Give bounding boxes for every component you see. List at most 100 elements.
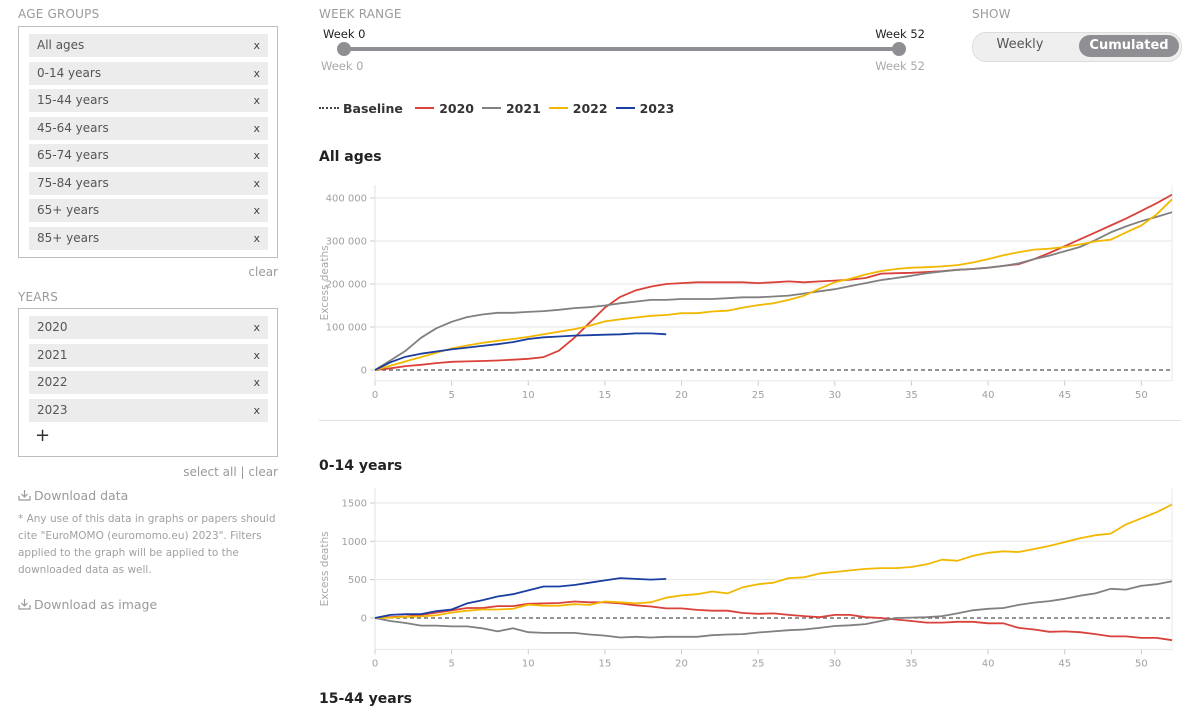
add-year-button[interactable]: +	[35, 425, 51, 446]
remove-icon[interactable]: x	[253, 66, 260, 80]
x-tick-label: 15	[599, 390, 612, 400]
legend-label: 2022	[572, 101, 608, 116]
legend-label: 2020	[439, 101, 474, 116]
week-max-handle-label: Week 52	[875, 27, 925, 41]
y-tick-label: 1500	[342, 498, 367, 509]
x-tick-label: 20	[675, 390, 688, 400]
age-group-chip-label: 65-74 years	[37, 148, 109, 162]
y-axis-label: Excess deaths	[319, 531, 331, 606]
years-actions: select all | clear	[183, 465, 278, 479]
download-image-link[interactable]: Download as image	[18, 597, 157, 612]
remove-icon[interactable]: x	[253, 204, 260, 217]
x-tick-label: 10	[522, 390, 535, 400]
y-tick-label: 0	[361, 366, 367, 377]
series-line-2023	[374, 577, 667, 619]
y-tick-label: 400 000	[326, 194, 367, 205]
legend-item-2023[interactable]: 2023	[615, 101, 674, 116]
y-tick-label: 500	[348, 575, 367, 586]
age-group-chip: 65-74 years x	[29, 144, 268, 167]
age-group-chip: All ages x	[29, 34, 268, 57]
age-groups-select[interactable]: All ages x 0-14 years x 15-44 years x 45-64 ye…	[18, 26, 278, 258]
chart-all-ages: 0 100 000 200 000 300 000 400 000 0 5 10 15 20 25 3…	[319, 185, 1173, 400]
remove-icon[interactable]: x	[253, 121, 260, 135]
remove-icon[interactable]: x	[253, 231, 260, 245]
year-chip: 2023 x	[29, 398, 268, 422]
select-all-link[interactable]: select all	[183, 465, 237, 479]
age-group-chip: 85+ years x	[29, 226, 268, 250]
remove-icon[interactable]: x	[253, 94, 260, 107]
age-group-chip: 45-64 years x	[29, 116, 268, 140]
weekly-option[interactable]: Weekly	[996, 37, 1044, 52]
remove-icon[interactable]: x	[253, 348, 260, 362]
chart-title-15-44: 15-44 years	[319, 691, 412, 707]
remove-icon[interactable]: x	[253, 321, 260, 334]
x-tick-label: 50	[1135, 390, 1148, 400]
age-groups-clear-link[interactable]: clear	[248, 265, 278, 279]
week-range-min-label: Week 0	[321, 59, 364, 73]
legend-baseline[interactable]: Baseline	[319, 101, 403, 116]
week-min-handle-label: Week 0	[323, 27, 366, 41]
x-tick-label: 35	[905, 390, 918, 400]
age-group-chip-label: All ages	[37, 38, 85, 52]
y-tick-label: 300 000	[326, 237, 367, 248]
year-chip-label: 2022	[37, 375, 68, 389]
legend-item-2022[interactable]: 2022	[548, 101, 608, 116]
x-tick-label: 30	[828, 658, 841, 669]
year-chip: 2022 x	[29, 371, 268, 394]
year-chip-label: 2020	[37, 320, 68, 334]
week-range-track[interactable]	[344, 47, 899, 51]
cumulated-option[interactable]: Cumulated	[1079, 35, 1179, 57]
age-groups-label: AGE GROUPS	[18, 7, 100, 21]
download-data-link[interactable]: Download data	[18, 488, 128, 503]
age-group-chip: 0-14 years x	[29, 61, 268, 85]
remove-icon[interactable]: x	[253, 149, 260, 162]
download-image-label: Download as image	[34, 597, 158, 612]
x-tick-label: 30	[828, 390, 841, 400]
legend: Baseline 2020 2021 2022 2023	[319, 101, 674, 116]
years-select[interactable]: + 2020 x 2021 x 2022 x 2023 x	[18, 308, 278, 457]
x-tick-label: 40	[982, 390, 995, 400]
legend-item-2020[interactable]: 2020	[415, 101, 474, 116]
series-line-2021	[374, 211, 1173, 371]
remove-icon[interactable]: x	[253, 403, 260, 417]
week-range-min-handle[interactable]	[337, 42, 351, 56]
age-group-chip-label: 45-64 years	[37, 120, 109, 135]
section-divider	[319, 420, 1181, 421]
x-tick-label: 5	[448, 658, 454, 669]
age-group-chip-label: 0-14 years	[37, 65, 102, 80]
age-group-chip-label: 75-84 years	[37, 175, 109, 190]
legend-swatch	[481, 107, 501, 109]
legend-swatch	[615, 107, 635, 109]
series-line-2021	[374, 580, 1173, 639]
x-tick-label: 10	[522, 658, 535, 669]
show-toggle: Weekly Cumulated	[972, 32, 1182, 62]
x-tick-label: 5	[448, 390, 454, 400]
year-chip-label: 2021	[37, 347, 68, 362]
y-tick-label: 200 000	[326, 280, 367, 291]
x-tick-label: 40	[982, 658, 995, 669]
years-clear-link[interactable]: clear	[248, 465, 278, 479]
remove-icon[interactable]: x	[253, 176, 260, 190]
download-icon	[18, 599, 31, 610]
x-tick-label: 50	[1135, 658, 1148, 669]
chart-0-14-years: 0 500 1000 1500 0 5 10 15 20 25 30 35 40 45 50 Excess d…	[319, 488, 1173, 669]
year-chip-label: 2023	[37, 402, 68, 417]
week-range-max-label: Week 52	[875, 59, 925, 73]
remove-icon[interactable]: x	[253, 376, 260, 389]
x-tick-label: 35	[905, 658, 918, 669]
legend-label: 2021	[505, 101, 541, 116]
chart-title-all-ages: All ages	[319, 149, 382, 165]
legend-swatch	[548, 107, 568, 109]
x-tick-label: 20	[675, 658, 688, 669]
week-range-max-handle[interactable]	[892, 42, 906, 56]
x-tick-label: 45	[1058, 658, 1071, 669]
remove-icon[interactable]: x	[253, 39, 260, 52]
legend-item-2021[interactable]: 2021	[481, 101, 541, 116]
age-group-chip-label: 15-44 years	[37, 93, 109, 107]
x-tick-label: 0	[372, 658, 378, 669]
citation-note: * Any use of this data in graphs or pape…	[18, 513, 276, 576]
x-tick-label: 25	[752, 390, 765, 400]
y-tick-label: 1000	[342, 537, 367, 548]
y-tick-label: 100 000	[326, 323, 367, 334]
x-tick-label: 45	[1058, 390, 1071, 400]
